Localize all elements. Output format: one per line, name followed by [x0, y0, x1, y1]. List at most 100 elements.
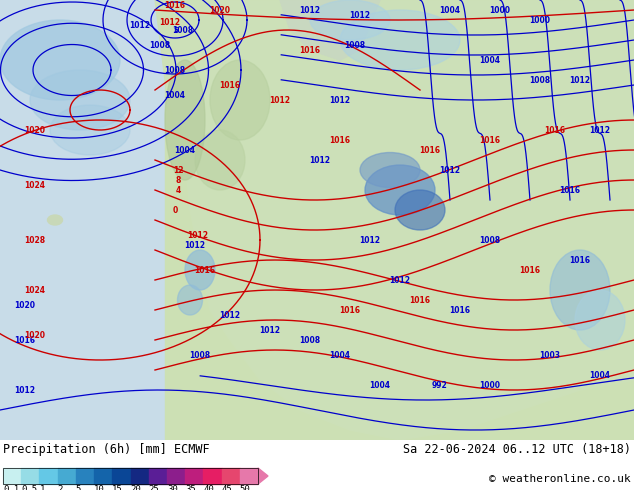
Text: 1016: 1016	[195, 266, 216, 274]
Text: 30: 30	[167, 485, 178, 490]
Ellipse shape	[365, 165, 435, 215]
Text: 1012: 1012	[590, 125, 611, 135]
Text: 1012: 1012	[129, 21, 150, 29]
Text: 1012: 1012	[219, 311, 240, 319]
Text: 1016: 1016	[545, 125, 566, 135]
Text: 1012: 1012	[359, 236, 380, 245]
Text: 1004: 1004	[590, 370, 611, 380]
Text: 50: 50	[240, 485, 250, 490]
Ellipse shape	[0, 20, 120, 100]
Text: 1012: 1012	[330, 96, 351, 104]
Ellipse shape	[165, 60, 205, 180]
Bar	[21, 468, 39, 484]
Bar	[39, 468, 58, 484]
Text: 1008: 1008	[344, 41, 366, 49]
Ellipse shape	[48, 215, 63, 225]
Text: 0.5: 0.5	[21, 485, 37, 490]
Text: 1000: 1000	[479, 381, 500, 390]
Text: 1016: 1016	[339, 305, 361, 315]
Text: 12: 12	[172, 166, 183, 174]
Text: 1012: 1012	[309, 155, 330, 165]
Ellipse shape	[30, 70, 130, 130]
Text: 1012: 1012	[160, 18, 181, 26]
Text: 1020: 1020	[25, 331, 46, 340]
Text: 1016: 1016	[450, 305, 470, 315]
Text: 1012: 1012	[439, 166, 460, 174]
Polygon shape	[258, 468, 268, 484]
Text: 1012: 1012	[188, 230, 209, 240]
Text: 1008: 1008	[529, 75, 550, 84]
Text: 1024: 1024	[25, 286, 46, 294]
Text: 8: 8	[176, 175, 181, 185]
Text: 10: 10	[94, 485, 105, 490]
Text: 1024: 1024	[25, 180, 46, 190]
Text: © weatheronline.co.uk: © weatheronline.co.uk	[489, 474, 631, 484]
Bar	[131, 468, 149, 484]
Bar	[58, 468, 76, 484]
Text: 20: 20	[131, 485, 141, 490]
Ellipse shape	[550, 250, 610, 330]
Ellipse shape	[178, 285, 202, 315]
Bar	[76, 468, 94, 484]
Text: 1004: 1004	[330, 350, 351, 360]
Text: 1003: 1003	[540, 350, 560, 360]
Text: 1012: 1012	[349, 10, 370, 20]
Text: 45: 45	[221, 485, 232, 490]
Text: 1016: 1016	[420, 146, 441, 154]
Text: 1004: 1004	[439, 5, 460, 15]
Text: 1012: 1012	[299, 5, 321, 15]
Text: 1016: 1016	[410, 295, 430, 304]
Text: 1016: 1016	[559, 186, 581, 195]
Text: 1028: 1028	[25, 236, 46, 245]
Bar	[112, 468, 131, 484]
Ellipse shape	[310, 0, 390, 40]
Text: 1008: 1008	[172, 25, 193, 34]
Text: 1000: 1000	[529, 16, 550, 24]
Text: 1008: 1008	[150, 41, 171, 49]
Text: 1012: 1012	[389, 275, 410, 285]
Text: 1020: 1020	[15, 300, 36, 310]
Text: 1020: 1020	[25, 125, 46, 135]
Text: 1016: 1016	[330, 136, 351, 145]
Ellipse shape	[395, 190, 445, 230]
Text: 1016: 1016	[569, 255, 590, 265]
Text: 1012: 1012	[269, 96, 290, 104]
Polygon shape	[155, 0, 634, 440]
Bar	[221, 468, 240, 484]
Text: 1004: 1004	[479, 55, 500, 65]
Bar	[240, 468, 258, 484]
Polygon shape	[280, 0, 380, 60]
Text: 1008: 1008	[299, 336, 321, 344]
Bar	[185, 468, 204, 484]
Text: 0: 0	[172, 205, 178, 215]
Text: 40: 40	[204, 485, 214, 490]
Text: Sa 22-06-2024 06..12 UTC (18+18): Sa 22-06-2024 06..12 UTC (18+18)	[403, 443, 631, 456]
Text: 1020: 1020	[209, 5, 231, 15]
Text: 1016: 1016	[479, 136, 500, 145]
Text: 1008: 1008	[190, 350, 210, 360]
Text: 35: 35	[185, 485, 196, 490]
Text: 1012: 1012	[15, 386, 36, 394]
Text: 1000: 1000	[489, 5, 510, 15]
Ellipse shape	[210, 60, 270, 140]
Text: 1008: 1008	[164, 66, 186, 74]
Text: 1016: 1016	[164, 0, 186, 9]
Polygon shape	[165, 0, 634, 440]
Bar	[167, 468, 185, 484]
Text: 1016: 1016	[299, 46, 321, 54]
Text: 1012: 1012	[184, 241, 205, 249]
Bar	[94, 468, 112, 484]
Text: 0.1: 0.1	[3, 485, 19, 490]
Text: S: S	[174, 27, 179, 33]
Bar	[0, 0, 165, 440]
Text: 1: 1	[39, 485, 45, 490]
Ellipse shape	[185, 250, 215, 290]
Bar	[149, 468, 167, 484]
Text: Precipitation (6h) [mm] ECMWF: Precipitation (6h) [mm] ECMWF	[3, 443, 210, 456]
Text: 1016: 1016	[519, 266, 541, 274]
Bar	[204, 468, 221, 484]
Ellipse shape	[575, 290, 625, 350]
Text: 1016: 1016	[15, 336, 36, 344]
Text: 1004: 1004	[370, 381, 391, 390]
Text: 1004: 1004	[174, 146, 195, 154]
